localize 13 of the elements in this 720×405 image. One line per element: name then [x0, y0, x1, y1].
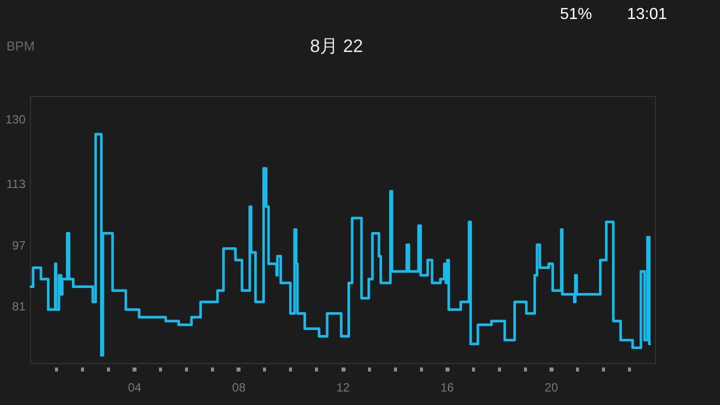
x-tick-label: 16 [440, 380, 454, 394]
x-tick-label: 12 [336, 380, 350, 394]
text: 13:01 [626, 6, 668, 23]
x-tick-label: 04 [128, 380, 142, 394]
chart-title: 8月 22 [310, 36, 364, 56]
y-tick-label: 81 [12, 299, 26, 314]
y-tick-label: 130 [5, 112, 26, 126]
x-tick-label: 08 [232, 380, 246, 394]
x-tick-label: 20 [544, 380, 558, 394]
text: 51% [560, 6, 592, 23]
y-axis-title: BPM [6, 38, 35, 54]
y-tick-label: 113 [6, 177, 26, 192]
y-tick-label: 97 [12, 238, 26, 252]
